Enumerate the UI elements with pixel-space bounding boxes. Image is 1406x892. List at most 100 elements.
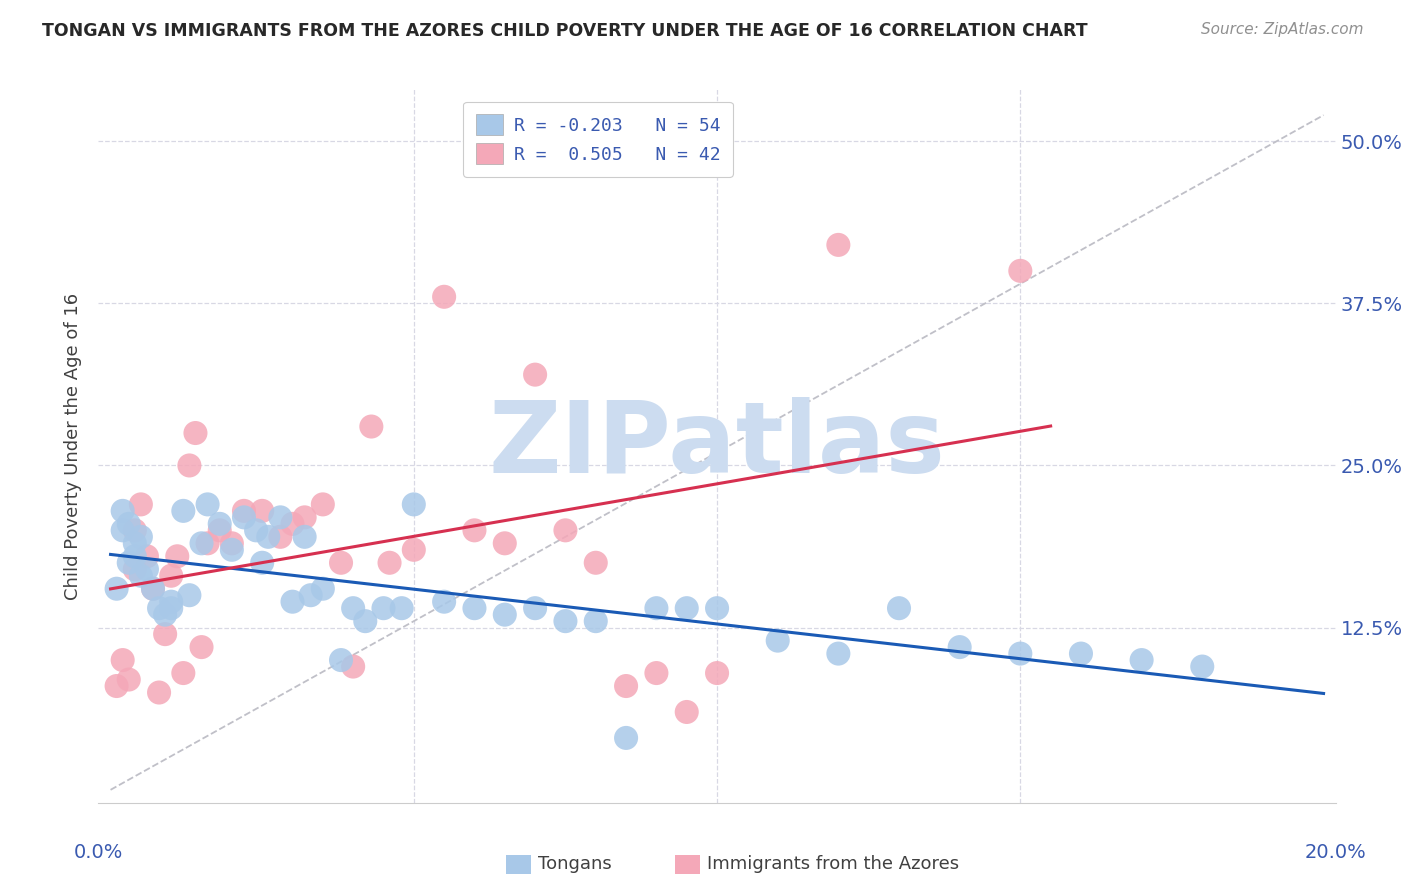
Point <box>250 504 273 518</box>
Text: Source: ZipAtlas.com: Source: ZipAtlas.com <box>1201 22 1364 37</box>
Point <box>105 582 128 596</box>
Point <box>166 549 188 564</box>
Point <box>378 556 401 570</box>
Point <box>1070 647 1092 661</box>
Text: 20.0%: 20.0% <box>1305 843 1367 862</box>
Point <box>105 679 128 693</box>
Point <box>554 524 576 538</box>
Point <box>111 524 134 538</box>
Point <box>160 568 183 582</box>
Point <box>142 582 165 596</box>
Point <box>281 516 304 531</box>
Point <box>299 588 322 602</box>
Point <box>136 562 159 576</box>
Text: ZIPatlas: ZIPatlas <box>489 398 945 494</box>
Point <box>949 640 972 654</box>
Point <box>269 510 291 524</box>
Point <box>118 673 141 687</box>
Text: Tongans: Tongans <box>538 855 612 873</box>
Point <box>118 516 141 531</box>
Point <box>354 614 377 628</box>
Point <box>190 640 212 654</box>
Point <box>233 504 256 518</box>
Point <box>524 601 547 615</box>
Point <box>463 601 485 615</box>
Point <box>433 595 456 609</box>
Point <box>312 497 335 511</box>
Point <box>153 607 176 622</box>
Point <box>257 530 280 544</box>
Point <box>585 614 607 628</box>
Point <box>208 516 231 531</box>
Point <box>245 524 267 538</box>
Point <box>221 542 243 557</box>
Point <box>111 504 134 518</box>
Point <box>172 504 194 518</box>
Point <box>281 595 304 609</box>
Point <box>184 425 207 440</box>
Point <box>129 530 152 544</box>
Point <box>645 601 668 615</box>
Point <box>124 536 146 550</box>
Point <box>463 524 485 538</box>
Point <box>197 536 219 550</box>
Point <box>675 601 697 615</box>
Point <box>330 653 353 667</box>
Point <box>524 368 547 382</box>
Point <box>179 588 201 602</box>
Point <box>160 595 183 609</box>
Point <box>827 647 849 661</box>
Point <box>124 549 146 564</box>
Point <box>129 497 152 511</box>
Point <box>614 679 637 693</box>
Point <box>190 536 212 550</box>
Point <box>129 568 152 582</box>
Point <box>294 510 316 524</box>
Point <box>124 562 146 576</box>
Point <box>148 685 170 699</box>
Point <box>148 601 170 615</box>
Point <box>179 458 201 473</box>
Point <box>402 497 425 511</box>
Text: 0.0%: 0.0% <box>73 843 124 862</box>
Point <box>342 659 364 673</box>
Text: TONGAN VS IMMIGRANTS FROM THE AZORES CHILD POVERTY UNDER THE AGE OF 16 CORRELATI: TONGAN VS IMMIGRANTS FROM THE AZORES CHI… <box>42 22 1088 40</box>
Point <box>585 556 607 570</box>
Point <box>153 627 176 641</box>
Y-axis label: Child Poverty Under the Age of 16: Child Poverty Under the Age of 16 <box>65 293 83 599</box>
Point <box>1010 647 1032 661</box>
Point <box>330 556 353 570</box>
Point <box>402 542 425 557</box>
Text: Immigrants from the Azores: Immigrants from the Azores <box>707 855 959 873</box>
Point <box>136 549 159 564</box>
Point <box>342 601 364 615</box>
Point <box>494 536 516 550</box>
Point <box>675 705 697 719</box>
Point <box>645 666 668 681</box>
Point <box>827 238 849 252</box>
Point <box>160 601 183 615</box>
Point <box>1010 264 1032 278</box>
Point <box>221 536 243 550</box>
Point <box>250 556 273 570</box>
Point <box>294 530 316 544</box>
Point <box>233 510 256 524</box>
Point <box>269 530 291 544</box>
Point <box>1130 653 1153 667</box>
Point <box>887 601 910 615</box>
Point <box>312 582 335 596</box>
Point <box>142 582 165 596</box>
Point <box>766 633 789 648</box>
Legend: R = -0.203   N = 54, R =  0.505   N = 42: R = -0.203 N = 54, R = 0.505 N = 42 <box>463 102 733 177</box>
Point <box>706 601 728 615</box>
Point <box>614 731 637 745</box>
Point <box>172 666 194 681</box>
Point <box>118 556 141 570</box>
Point <box>373 601 395 615</box>
Point <box>124 524 146 538</box>
Point <box>360 419 382 434</box>
Point <box>391 601 413 615</box>
Point <box>706 666 728 681</box>
Point <box>554 614 576 628</box>
Point <box>1191 659 1213 673</box>
